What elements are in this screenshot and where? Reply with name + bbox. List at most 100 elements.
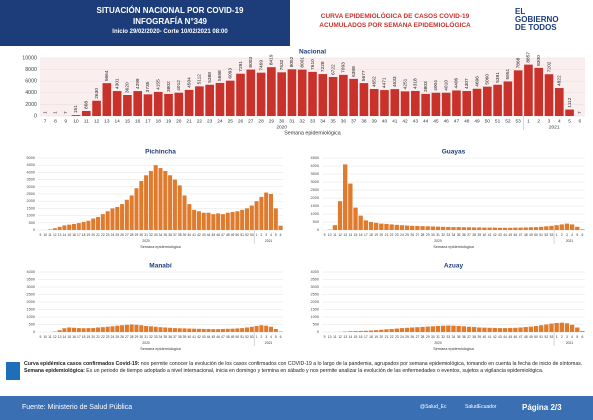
x-tick-label: 27 <box>125 233 129 237</box>
x-tick-label: 8 <box>54 118 57 124</box>
logo-line: EL <box>515 7 526 16</box>
bar <box>390 89 400 116</box>
x-tick-label: 9 <box>39 233 41 237</box>
x-tick-label: 25 <box>115 335 119 339</box>
bar <box>92 100 101 116</box>
x-tick-label: 32 <box>149 335 153 339</box>
x-tick-label: 49 <box>231 233 235 237</box>
x-tick-label: 20 <box>379 233 383 237</box>
x-tick-label: 25 <box>228 118 234 124</box>
x-tick-label: 33 <box>154 233 158 237</box>
y-tick-label: 4500 <box>27 163 35 167</box>
x-tick-label: 19 <box>87 233 91 237</box>
bar <box>524 64 533 116</box>
bar <box>129 324 134 332</box>
bar <box>91 218 96 230</box>
footer-page: Página 2/3 <box>522 403 562 412</box>
x-tick-label: 28 <box>130 233 134 237</box>
bar <box>308 71 317 116</box>
bar <box>76 223 81 230</box>
bar <box>102 83 112 116</box>
bar <box>235 328 240 332</box>
bar <box>115 206 120 230</box>
year-label: 2021 <box>549 124 560 130</box>
bar <box>105 211 110 230</box>
bar <box>461 326 466 332</box>
x-tick-label: 18 <box>369 233 373 237</box>
bar <box>244 327 249 332</box>
x-tick-label: 17 <box>364 335 368 339</box>
x-tick-label: 21 <box>186 118 192 124</box>
x-tick-label: 24 <box>111 233 115 237</box>
x-tick-label: 42 <box>493 335 497 339</box>
bar <box>549 323 554 332</box>
y-tick-label: 8000 <box>25 67 37 73</box>
x-tick-label: 48 <box>226 335 230 339</box>
bar <box>259 325 264 332</box>
bar <box>220 214 225 230</box>
x-tick-label: 18 <box>82 233 86 237</box>
x-tick-label: 5 <box>576 233 578 237</box>
data-label: 7 <box>63 111 69 114</box>
bar <box>477 227 482 230</box>
x-tick-label: 23 <box>207 118 213 124</box>
bar <box>339 74 348 116</box>
x-tick-label: 12 <box>94 118 100 124</box>
bar <box>487 227 492 230</box>
x-tick-label: 18 <box>156 118 162 124</box>
x-tick-label: 16 <box>72 233 76 237</box>
x-tick-label: 4 <box>571 233 573 237</box>
bar <box>139 181 144 230</box>
chart-title: Pichincha <box>145 149 176 156</box>
x-tick-label: 6 <box>581 233 583 237</box>
logo: EL GOBIERNO DE TODOS <box>515 8 559 32</box>
bar <box>569 224 575 230</box>
data-label: 3735 <box>145 81 151 92</box>
bar <box>466 326 472 332</box>
y-tick-label: 2000 <box>27 199 35 203</box>
x-tick-label: 22 <box>390 335 394 339</box>
year-label: 2021 <box>265 341 273 345</box>
bar <box>225 80 235 116</box>
x-tick-label: 52 <box>544 233 548 237</box>
x-tick-label: 15 <box>354 233 358 237</box>
bar <box>96 327 101 332</box>
bar <box>358 215 363 230</box>
x-tick-label: 13 <box>58 233 62 237</box>
x-tick-label: 33 <box>447 335 451 339</box>
x-tick-label: 32 <box>441 335 445 339</box>
bar <box>168 175 173 230</box>
bar <box>564 323 570 332</box>
x-tick-label: 34 <box>320 118 326 124</box>
bar <box>318 74 328 116</box>
y-tick-label: 3500 <box>27 278 35 282</box>
bar <box>368 222 374 230</box>
x-tick-label: 35 <box>163 233 167 237</box>
x-tick-label: 31 <box>144 233 148 237</box>
bar <box>134 324 139 332</box>
x-tick-label: 29 <box>135 233 139 237</box>
x-tick-label: 24 <box>400 233 404 237</box>
bar <box>134 188 139 230</box>
bar <box>425 326 430 332</box>
data-label: 4504 <box>186 77 192 88</box>
bar <box>297 69 307 116</box>
x-tick-label: 13 <box>58 335 62 339</box>
x-tick-label: 45 <box>508 335 512 339</box>
x-tick-label: 49 <box>529 233 533 237</box>
x-tick-label: 31 <box>436 335 440 339</box>
bar <box>446 325 451 332</box>
x-tick-label: 50 <box>534 335 538 339</box>
x-tick-label: 3 <box>566 233 568 237</box>
x-tick-label: 44 <box>207 233 211 237</box>
bar <box>235 211 240 230</box>
y-tick-label: 2500 <box>311 293 319 297</box>
x-axis-label: Semana epidemiológica <box>140 245 181 249</box>
bar <box>394 224 399 230</box>
footer: Fuente: Ministerio de Salud Pública @Sal… <box>0 396 593 420</box>
bar <box>461 227 466 230</box>
y-tick-label: 2000 <box>25 102 37 108</box>
x-tick-label: 51 <box>539 335 543 339</box>
y-tick-label: 4000 <box>27 270 35 274</box>
data-label: 7532 <box>279 59 285 70</box>
